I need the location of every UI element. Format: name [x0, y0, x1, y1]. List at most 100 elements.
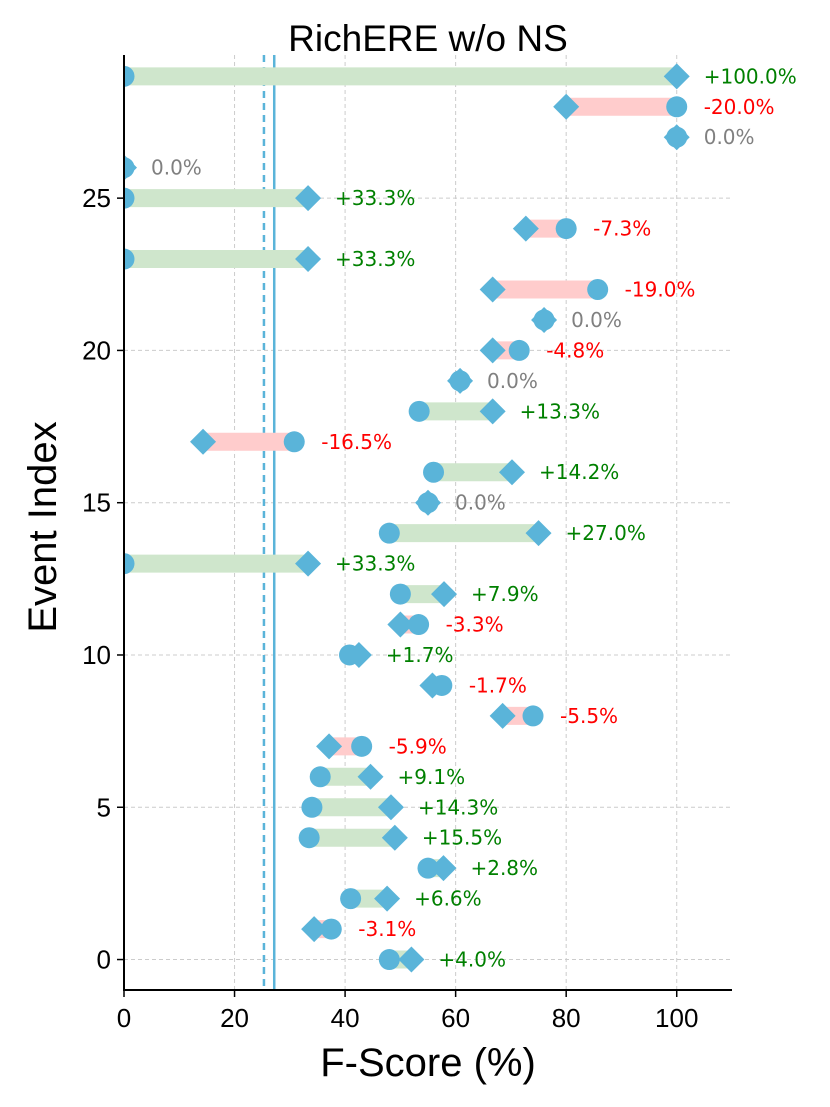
- ours-point: [377, 794, 404, 821]
- x-axis-label: F-Score (%): [320, 1041, 536, 1085]
- delta-label: +33.3%: [335, 186, 415, 210]
- ours-point: [430, 855, 457, 882]
- ours-point: [663, 63, 690, 90]
- chart-title: RichERE w/o NS: [288, 18, 568, 59]
- delta-label: -20.0%: [704, 95, 775, 119]
- baseline-point: [124, 553, 135, 575]
- x-tick-label: 0: [117, 1003, 131, 1033]
- baseline-point: [309, 766, 331, 788]
- baseline-point: [408, 614, 430, 636]
- delta-label: -3.1%: [358, 917, 416, 941]
- ours-point: [415, 489, 441, 516]
- delta-label: +14.3%: [418, 795, 498, 819]
- ours-point: [447, 367, 474, 394]
- baseline-point: [351, 735, 373, 757]
- ours-point: [124, 154, 137, 181]
- baseline-point: [378, 522, 400, 544]
- ours-point: [398, 946, 425, 973]
- ticks: 0 20 40 60 80 100 0 5 10 15 20 25: [82, 183, 698, 1033]
- delta-label: 0.0%: [571, 308, 622, 332]
- y-tick-label: 5: [97, 792, 111, 822]
- delta-label: 0.0%: [455, 491, 506, 515]
- ours-point: [357, 763, 384, 790]
- baseline-point: [378, 949, 400, 971]
- baseline-point: [320, 918, 342, 940]
- baseline-point: [124, 187, 135, 209]
- ours-point: [295, 185, 322, 212]
- delta-label: -3.3%: [446, 613, 504, 637]
- delta-label: +9.1%: [398, 765, 466, 789]
- axes: [123, 55, 732, 991]
- baseline-point: [283, 431, 305, 453]
- delta-label: 0.0%: [151, 156, 202, 180]
- baseline-point: [522, 705, 544, 727]
- baseline-point: [389, 583, 411, 605]
- delta-label: -16.5%: [321, 430, 392, 454]
- baseline-point: [124, 65, 135, 87]
- delta-label: +33.3%: [335, 552, 415, 576]
- markers: [124, 63, 690, 973]
- ours-point: [301, 916, 328, 943]
- ours-point: [553, 93, 580, 120]
- y-axis-label: Event Index: [21, 421, 65, 632]
- baseline-point: [124, 248, 135, 270]
- ours-point: [479, 337, 506, 364]
- ours-point: [190, 428, 217, 455]
- x-tick-label: 80: [552, 1003, 581, 1033]
- y-tick-label: 0: [97, 945, 111, 975]
- baseline-point: [408, 400, 430, 422]
- baseline-point: [508, 339, 530, 361]
- baseline-point: [587, 279, 609, 301]
- delta-label: -5.9%: [389, 734, 447, 758]
- x-tick-label: 40: [331, 1003, 360, 1033]
- baseline-point: [340, 888, 362, 910]
- ours-point: [479, 276, 506, 303]
- y-tick-label: 25: [82, 183, 111, 213]
- ours-point: [525, 520, 552, 547]
- delta-label: -19.0%: [625, 278, 696, 302]
- ours-point: [512, 215, 539, 242]
- ours-point: [316, 733, 343, 760]
- delta-label: -1.7%: [469, 673, 527, 697]
- ours-point: [295, 550, 322, 577]
- baseline-point: [666, 96, 688, 118]
- ours-point: [431, 581, 458, 608]
- delta-label: +33.3%: [335, 247, 415, 271]
- delta-labels: +4.0% -3.1% +6.6% +2.8% +15.5% +14.3% +9.1% -5.…: [151, 64, 797, 971]
- baseline-point: [301, 796, 323, 818]
- grid: [123, 55, 732, 990]
- y-tick-label: 15: [82, 488, 111, 518]
- ours-point: [419, 672, 446, 699]
- baseline-point: [555, 218, 577, 240]
- delta-label: +4.0%: [438, 948, 506, 972]
- baseline-point: [417, 857, 439, 879]
- ours-point: [663, 124, 690, 151]
- ours-point: [479, 398, 506, 425]
- x-tick-label: 100: [655, 1003, 698, 1033]
- delta-label: 0.0%: [487, 369, 538, 393]
- y-tick-label: 10: [82, 640, 111, 670]
- ours-point: [374, 885, 401, 912]
- delta-label: +13.3%: [520, 399, 600, 423]
- delta-label: -4.8%: [546, 338, 604, 362]
- delta-label: 0.0%: [704, 125, 755, 149]
- delta-label: +1.7%: [386, 643, 454, 667]
- delta-label: +100.0%: [704, 64, 797, 88]
- baseline-point: [298, 827, 320, 849]
- delta-label: +27.0%: [566, 521, 646, 545]
- ours-point: [489, 702, 516, 729]
- delta-label: +7.9%: [471, 582, 539, 606]
- ours-point: [499, 459, 526, 486]
- delta-label: -7.3%: [593, 217, 651, 241]
- x-tick-label: 60: [441, 1003, 470, 1033]
- delta-label: +2.8%: [470, 856, 538, 880]
- delta-label: +14.2%: [539, 460, 619, 484]
- delta-label: +15.5%: [422, 826, 502, 850]
- delta-label: -5.5%: [560, 704, 618, 728]
- baseline-point: [423, 461, 445, 483]
- ours-point: [295, 246, 322, 273]
- delta-label: +6.6%: [414, 887, 482, 911]
- ours-point: [381, 824, 408, 851]
- ours-point: [345, 641, 372, 668]
